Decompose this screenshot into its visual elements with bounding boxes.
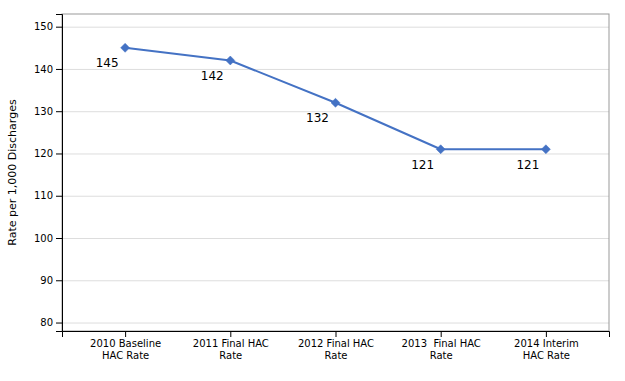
x-tick: 2011 Final HACRate (193, 331, 269, 361)
x-tick-label-line: HAC Rate (523, 350, 570, 361)
plot-frame (62, 14, 609, 331)
y-tick-label: 150 (34, 21, 53, 32)
marker (121, 43, 130, 52)
y-tick-label: 140 (34, 64, 53, 75)
y-tick-label: 120 (34, 148, 53, 159)
x-tick-label: 2013 Final HACRate (402, 338, 481, 361)
grid-line-group (62, 280, 609, 281)
y-tick: 100 (34, 233, 62, 244)
y-axis-title: Rate per 1,000 Discharges (6, 99, 19, 246)
x-tick-mark (125, 331, 126, 337)
x-tick-label: 2010 BaselineHAC Rate (90, 338, 161, 361)
grid-line-group (62, 238, 609, 239)
x-tick-mark (230, 331, 231, 337)
x-tick-label-line: 2014 Interim (514, 338, 579, 349)
y-tick-mark (56, 196, 62, 197)
y-tick: 130 (34, 106, 62, 117)
grid-line-group (62, 111, 609, 112)
x-tick: 2010 BaselineHAC Rate (90, 331, 161, 361)
y-axis-line (56, 15, 63, 332)
grid-line (62, 27, 609, 28)
marker (541, 145, 550, 154)
x-tick-label-line: Rate (219, 350, 242, 361)
y-tick-label: 80 (40, 317, 53, 328)
marker (436, 145, 445, 154)
y-tick: 90 (40, 275, 62, 286)
x-tick-label: 2011 Final HACRate (193, 338, 269, 361)
grid-line-group (62, 323, 609, 324)
y-tick: 140 (34, 64, 62, 75)
y-tick: 150 (34, 21, 62, 32)
grid-line-group (62, 153, 609, 154)
grid-line (62, 111, 609, 112)
x-tick: 2012 Final HACRate (298, 331, 374, 361)
y-tick-label: 110 (34, 190, 53, 201)
marker (226, 56, 235, 65)
data-label: 132 (306, 111, 329, 125)
y-tick: 120 (34, 148, 62, 159)
grid-line (62, 280, 609, 281)
y-tick-label: 90 (40, 275, 53, 286)
y-tick-mark (56, 153, 62, 154)
y-tick-label: 100 (34, 233, 53, 244)
data-label: 142 (201, 69, 224, 83)
data-label: 121 (411, 158, 434, 172)
y-axis: 80 90 100 110 120 130 140 150 (34, 15, 63, 332)
y-tick-mark (56, 238, 62, 239)
grid-line (62, 69, 609, 70)
line (125, 48, 546, 149)
chart: 80901001101201301401502010 BaselineHAC R… (0, 0, 625, 381)
x-axis: 2010 BaselineHAC Rate2011 Final HACRate2… (63, 331, 610, 361)
grid-line-group (62, 196, 609, 197)
y-tick: 80 (40, 317, 62, 328)
grid-line (62, 153, 609, 154)
x-tick-mark (441, 331, 442, 337)
x-tick-label-line: 2013 Final HAC (402, 338, 481, 349)
grid (62, 27, 609, 323)
marker (331, 98, 340, 107)
x-tick-label-line: Rate (430, 350, 453, 361)
x-axis-line (63, 332, 610, 338)
y-tick: 110 (34, 190, 62, 201)
x-tick-mark (336, 331, 337, 337)
x-tick: 2013 Final HACRate (402, 331, 481, 361)
grid-line (62, 196, 609, 197)
marks (121, 43, 551, 153)
grid-line (62, 238, 609, 239)
x-tick-label: 2014 InterimHAC Rate (514, 338, 579, 361)
data-label: 121 (516, 158, 539, 172)
y-tick-label: 130 (34, 106, 53, 117)
x-tick: 2014 InterimHAC Rate (514, 331, 579, 361)
grid-line-group (62, 27, 609, 28)
y-tick-mark (56, 280, 62, 281)
data-labels: 145 142 132 121 121 (96, 56, 540, 171)
x-tick-label-line: HAC Rate (102, 350, 149, 361)
x-tick-label-line: 2011 Final HAC (193, 338, 269, 349)
grid-line (62, 323, 609, 324)
x-tick-mark (546, 331, 547, 337)
data-label: 145 (96, 56, 119, 70)
y-tick-mark (56, 27, 62, 28)
x-tick-label: 2012 Final HACRate (298, 338, 374, 361)
x-tick-label-line: Rate (325, 350, 348, 361)
x-tick-label-line: 2010 Baseline (90, 338, 161, 349)
y-tick-mark (56, 69, 62, 70)
grid-line-group (62, 69, 609, 70)
y-tick-mark (56, 111, 62, 112)
x-tick-label-line: 2012 Final HAC (298, 338, 374, 349)
plot-area: 80901001101201301401502010 BaselineHAC R… (34, 14, 610, 361)
y-tick-mark (56, 323, 62, 324)
